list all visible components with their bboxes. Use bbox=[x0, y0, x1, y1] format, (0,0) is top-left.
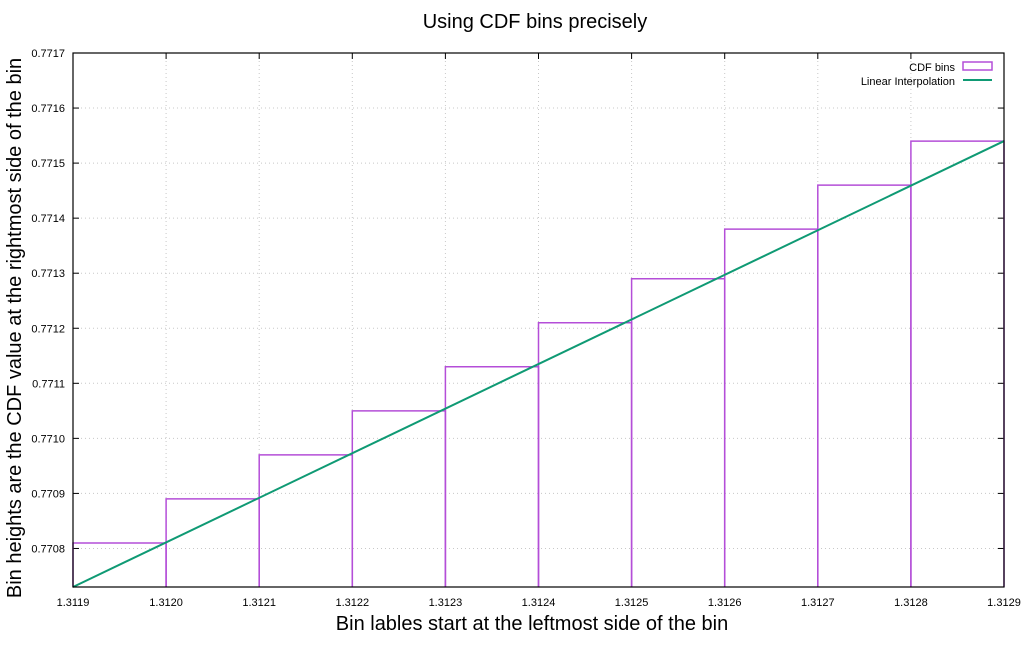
y-tick-label: 0.7714 bbox=[31, 213, 65, 225]
x-tick-label: 1.3119 bbox=[57, 597, 90, 609]
x-tick-label: 1.3123 bbox=[429, 597, 463, 609]
y-tick-label: 0.7717 bbox=[31, 48, 65, 60]
legend: CDF bins Linear Interpolation bbox=[861, 61, 993, 88]
y-axis-label: Bin heights are the CDF value at the rig… bbox=[4, 58, 26, 598]
cdf-bin bbox=[630, 277, 726, 587]
y-tick-label: 0.7715 bbox=[31, 158, 65, 170]
plot-series bbox=[72, 140, 1005, 588]
x-tick-label: 1.3128 bbox=[894, 597, 928, 609]
x-tick-label: 1.3120 bbox=[149, 597, 183, 609]
legend-label-linear-interpolation: Linear Interpolation bbox=[861, 76, 955, 88]
x-axis-ticks: 1.3119 1.3120 1.3121 1.3122 1.3123 1.3124 1.31… bbox=[57, 53, 1021, 609]
x-tick-label: 1.3129 bbox=[987, 597, 1021, 609]
y-tick-label: 0.7708 bbox=[31, 543, 65, 555]
x-tick-label: 1.3121 bbox=[242, 597, 276, 609]
y-axis-ticks: 0.7708 0.7709 0.7710 0.7711 0.7712 0.7713 0.77… bbox=[31, 48, 1004, 555]
y-tick-label: 0.7716 bbox=[31, 103, 65, 115]
cdf-bin bbox=[165, 498, 260, 587]
chart-title: Using CDF bins precisely bbox=[423, 11, 648, 33]
x-tick-label: 1.3127 bbox=[801, 597, 835, 609]
x-axis-label: Bin lables start at the leftmost side of… bbox=[336, 613, 728, 635]
y-tick-label: 0.7709 bbox=[31, 488, 65, 500]
linear-interpolation-line bbox=[72, 140, 1005, 588]
cdf-bin bbox=[817, 184, 912, 587]
legend-swatch-cdf-bins bbox=[962, 61, 993, 71]
cdf-bin bbox=[910, 140, 1005, 587]
y-tick-label: 0.7711 bbox=[32, 378, 65, 390]
y-tick-label: 0.7710 bbox=[31, 433, 65, 445]
plot-frame bbox=[72, 52, 1005, 588]
x-tick-label: 1.3125 bbox=[615, 597, 649, 609]
legend-label-cdf-bins: CDF bins bbox=[909, 62, 955, 74]
cdf-bin bbox=[723, 228, 819, 587]
cdf-bin bbox=[444, 366, 540, 587]
x-tick-label: 1.3124 bbox=[522, 597, 556, 609]
x-tick-label: 1.3122 bbox=[335, 597, 369, 609]
cdf-bin bbox=[537, 322, 633, 587]
y-tick-label: 0.7713 bbox=[31, 268, 65, 280]
y-tick-label: 0.7712 bbox=[31, 323, 65, 335]
cdf-bin bbox=[351, 410, 447, 587]
x-tick-label: 1.3126 bbox=[708, 597, 742, 609]
